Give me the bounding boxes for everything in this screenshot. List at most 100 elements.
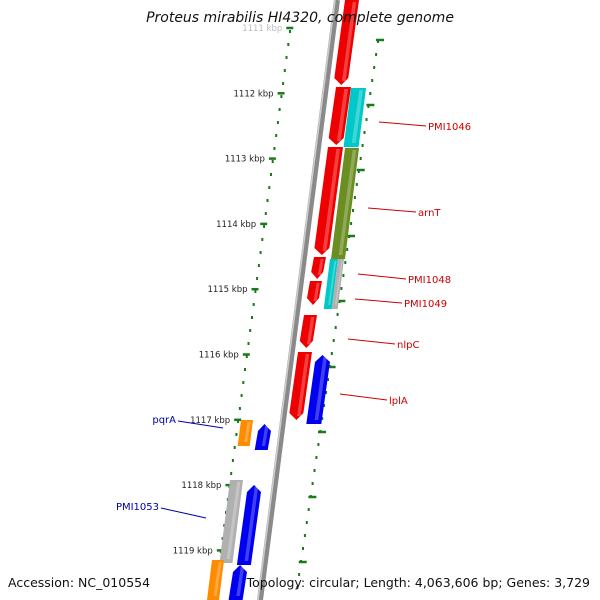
inner-ring-dot bbox=[245, 355, 248, 358]
gene-block-orange[interactable] bbox=[207, 560, 224, 600]
inner-ring-dot bbox=[233, 446, 236, 449]
gene-arrow-red-body bbox=[311, 257, 326, 279]
gene-block-gray[interactable] bbox=[331, 259, 344, 309]
gene-label-leader bbox=[367, 207, 417, 213]
gene-arrow-blue-shine bbox=[236, 567, 245, 596]
map-title: Proteus mirabilis HI4320, complete genom… bbox=[146, 10, 454, 26]
gene-label[interactable]: PMI1048 bbox=[408, 275, 451, 286]
inner-ring-dot bbox=[275, 134, 278, 137]
outer-ring-dot bbox=[298, 573, 301, 576]
gene-arrow-red[interactable] bbox=[289, 352, 312, 420]
ruler-tick-label: 1115 kbp bbox=[207, 285, 247, 295]
gene-arrow-red-shine bbox=[297, 354, 310, 416]
outer-ring-dot bbox=[296, 586, 299, 589]
gene-label-leader bbox=[357, 273, 407, 280]
gene-arrow-blue-body bbox=[306, 355, 330, 424]
outer-ring-dot bbox=[303, 534, 306, 537]
gene-arrow-red-body bbox=[328, 87, 351, 145]
gene-arrow-red-shine bbox=[307, 317, 315, 344]
ruler-tick-label: 1116 kbp bbox=[199, 351, 239, 361]
gene-arrow-red[interactable] bbox=[334, 0, 359, 85]
gene-label[interactable]: PMI1049 bbox=[404, 299, 447, 310]
label-layer: PMI1046 arnT PMI1048 PMI1049 nlpC lplA pqrA PMI… bbox=[116, 121, 471, 519]
gene-label[interactable]: PMI1053 bbox=[116, 502, 159, 513]
gene-features bbox=[207, 0, 366, 600]
ruler-tick-label: 1114 kbp bbox=[216, 220, 256, 230]
ruler-tick-label: 1111 kbp bbox=[242, 24, 282, 34]
genome-backbone-line bbox=[257, 0, 340, 600]
gene-arrow-red[interactable] bbox=[314, 147, 343, 255]
gene-label-leader bbox=[354, 298, 403, 304]
gene-arrow-red-body bbox=[334, 0, 359, 85]
inner-ring-dot bbox=[231, 459, 234, 462]
gene-label-leader bbox=[339, 393, 388, 401]
inner-ring-dot bbox=[237, 420, 240, 423]
outer-ring-dot bbox=[336, 313, 339, 316]
ruler-tick-label: 1117 kbp bbox=[190, 416, 230, 426]
gene-label-leader bbox=[160, 507, 207, 519]
gene-arrow-blue-shine bbox=[244, 487, 259, 561]
gene-block-cyan[interactable] bbox=[343, 88, 366, 147]
outer-ring-dot bbox=[315, 456, 318, 459]
gene-block-cyan-shine bbox=[328, 261, 337, 305]
genome-backbone bbox=[257, 0, 340, 600]
outer-ring-dot bbox=[342, 274, 345, 277]
gene-label-leader bbox=[177, 420, 224, 429]
inner-ring-dot bbox=[266, 199, 269, 202]
outer-ring-dot bbox=[334, 326, 337, 329]
inner-ring-dot bbox=[244, 368, 246, 371]
gene-block-olive-shine bbox=[338, 150, 357, 255]
ruler-tick-label: 1112 kbp bbox=[234, 89, 274, 99]
outer-ring-dot bbox=[325, 391, 328, 394]
gene-arrow-blue-body bbox=[254, 424, 271, 450]
ruler-tick-label: 1119 kbp bbox=[173, 546, 213, 556]
gene-block-olive[interactable] bbox=[331, 148, 359, 259]
gene-arrow-red[interactable] bbox=[328, 87, 351, 145]
gene-arrow-blue-shine bbox=[261, 426, 269, 446]
gene-arrow-blue[interactable] bbox=[236, 485, 261, 565]
gene-block-gray-shine bbox=[335, 261, 343, 305]
inner-ring-dot bbox=[247, 342, 250, 345]
inner-ring-dot bbox=[230, 472, 233, 475]
gene-arrow-red-shine bbox=[336, 89, 348, 141]
outer-ring-dot bbox=[317, 443, 320, 446]
outer-ring-dot bbox=[305, 521, 308, 524]
gene-label[interactable]: PMI1046 bbox=[428, 122, 471, 133]
outer-ring-dot bbox=[350, 222, 353, 225]
gene-block-cyan-shine bbox=[351, 90, 363, 143]
outer-ring-dot bbox=[355, 183, 358, 186]
inner-ring-dot bbox=[261, 238, 264, 241]
outer-ring-dot bbox=[361, 144, 364, 147]
outer-ring-dot bbox=[327, 378, 329, 381]
gene-arrow-red-body bbox=[289, 352, 312, 420]
inner-ring-dot bbox=[252, 303, 255, 306]
gene-arrow-red-shine bbox=[317, 259, 324, 275]
gene-label[interactable]: arnT bbox=[418, 208, 441, 219]
gene-block-cyan[interactable] bbox=[323, 259, 338, 309]
gene-arrow-red[interactable] bbox=[299, 315, 317, 348]
gene-block-gray[interactable] bbox=[219, 480, 244, 563]
gene-block-orange[interactable] bbox=[237, 420, 253, 446]
gene-arrow-blue[interactable] bbox=[228, 565, 247, 600]
gene-label[interactable]: nlpC bbox=[397, 340, 419, 351]
ruler-tick-label: 1118 kbp bbox=[181, 481, 221, 491]
gene-arrow-blue[interactable] bbox=[306, 355, 330, 424]
gene-label[interactable]: pqrA bbox=[152, 415, 176, 426]
gene-block-olive-body bbox=[331, 148, 359, 259]
gene-arrow-blue[interactable] bbox=[254, 424, 271, 450]
outer-ring-dot bbox=[367, 105, 370, 108]
inner-ring-dot bbox=[280, 95, 283, 98]
gene-label[interactable]: lplA bbox=[389, 396, 408, 407]
gene-arrow-red[interactable] bbox=[311, 257, 326, 279]
gene-block-orange-body bbox=[237, 420, 253, 446]
inner-ring-dot bbox=[235, 433, 238, 436]
ruler-ticks: 1111 kbp 1112 kbp 1113 kbp 1114 kbp 1115 kbp… bbox=[173, 24, 384, 592]
gene-block-orange-shine bbox=[244, 422, 251, 442]
gene-arrow-red[interactable] bbox=[307, 281, 322, 305]
gene-block-gray-shine bbox=[226, 482, 241, 559]
inner-ring-dot bbox=[282, 82, 285, 85]
gene-block-orange-shine bbox=[213, 562, 222, 596]
gene-label-leader bbox=[347, 338, 396, 345]
outer-ring-dot bbox=[375, 53, 378, 56]
